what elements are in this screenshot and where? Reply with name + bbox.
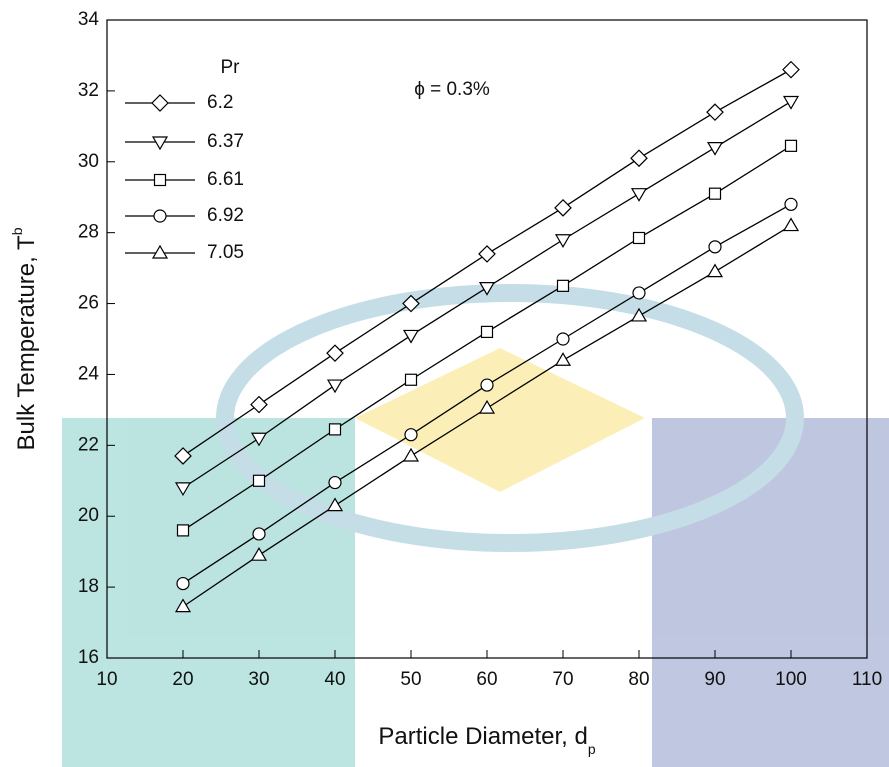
data-point bbox=[250, 432, 268, 447]
data-point bbox=[478, 282, 496, 296]
legend-marker bbox=[151, 244, 169, 259]
legend-marker bbox=[151, 94, 169, 112]
data-point bbox=[174, 598, 192, 613]
watermark bbox=[62, 284, 889, 767]
y-tick-label: 32 bbox=[78, 80, 99, 101]
y-tick-label: 28 bbox=[78, 222, 99, 243]
data-point bbox=[630, 307, 648, 322]
legend-marker bbox=[153, 209, 167, 223]
data-point bbox=[632, 231, 646, 245]
x-tick-label: 60 bbox=[476, 669, 497, 690]
data-point bbox=[402, 447, 420, 462]
data-point bbox=[176, 524, 190, 537]
data-point bbox=[252, 527, 266, 541]
annotation: ϕ = 0.3% bbox=[414, 79, 490, 100]
y-tick-label: 16 bbox=[78, 647, 99, 668]
data-point bbox=[478, 245, 496, 263]
legend-label: 6.61 bbox=[207, 169, 244, 190]
x-tick-label: 10 bbox=[96, 669, 117, 690]
x-tick-label: 80 bbox=[628, 669, 649, 690]
data-point bbox=[706, 142, 724, 156]
legend-label: 7.05 bbox=[207, 242, 244, 263]
legend-label: 6.37 bbox=[207, 131, 244, 152]
data-point bbox=[782, 95, 800, 110]
x-tick-label: 30 bbox=[248, 669, 269, 690]
y-tick-label: 30 bbox=[78, 151, 99, 172]
y-tick-label: 22 bbox=[78, 434, 99, 455]
x-tick-label: 40 bbox=[324, 669, 345, 690]
data-point bbox=[632, 286, 646, 300]
data-point bbox=[326, 497, 344, 512]
y-tick-label: 26 bbox=[78, 293, 99, 314]
data-point bbox=[174, 482, 192, 497]
data-point bbox=[328, 423, 342, 436]
data-point bbox=[326, 344, 344, 363]
data-point bbox=[404, 373, 418, 386]
data-point bbox=[326, 379, 344, 394]
legend-marker bbox=[151, 136, 169, 151]
legend-label: 6.92 bbox=[207, 205, 244, 226]
x-tick-label: 20 bbox=[172, 669, 193, 690]
data-point bbox=[556, 332, 570, 346]
data-point bbox=[556, 279, 570, 292]
y-tick-label: 34 bbox=[78, 9, 100, 30]
data-point bbox=[706, 263, 724, 278]
data-point bbox=[478, 399, 496, 414]
data-point bbox=[250, 547, 268, 561]
data-point bbox=[708, 240, 722, 254]
data-point bbox=[328, 475, 342, 490]
data-point bbox=[480, 378, 494, 392]
data-point bbox=[782, 60, 800, 79]
legend-marker bbox=[153, 173, 167, 187]
data-point bbox=[402, 329, 420, 344]
x-tick-label: 100 bbox=[775, 669, 807, 690]
data-point bbox=[250, 395, 268, 414]
x-tick-label: 70 bbox=[552, 669, 573, 690]
data-point bbox=[176, 576, 190, 591]
x-tick-label: 110 bbox=[852, 669, 882, 690]
y-tick-label: 20 bbox=[78, 505, 99, 526]
y-axis-label: Bulk Temperature, Tb bbox=[9, 227, 41, 450]
data-point bbox=[174, 447, 192, 465]
data-point bbox=[784, 139, 798, 152]
data-point bbox=[706, 103, 724, 122]
data-point bbox=[554, 234, 572, 248]
data-point bbox=[554, 352, 572, 366]
y-tick-label: 24 bbox=[78, 363, 100, 384]
data-point bbox=[782, 217, 800, 232]
data-point bbox=[630, 149, 648, 168]
data-point bbox=[554, 199, 572, 217]
data-point bbox=[402, 294, 420, 313]
x-axis-label: Particle Diameter, dp bbox=[378, 723, 595, 756]
y-tick-label: 18 bbox=[78, 576, 99, 597]
data-point bbox=[404, 428, 418, 442]
x-tick-label: 90 bbox=[704, 669, 725, 690]
data-point bbox=[480, 325, 494, 339]
data-point bbox=[708, 187, 722, 200]
legend-label: 6.2 bbox=[207, 92, 233, 113]
data-point bbox=[252, 474, 266, 487]
x-tick-label: 50 bbox=[400, 669, 421, 690]
data-point bbox=[630, 188, 648, 202]
legend-title: Pr bbox=[221, 57, 241, 78]
data-point bbox=[784, 197, 798, 211]
